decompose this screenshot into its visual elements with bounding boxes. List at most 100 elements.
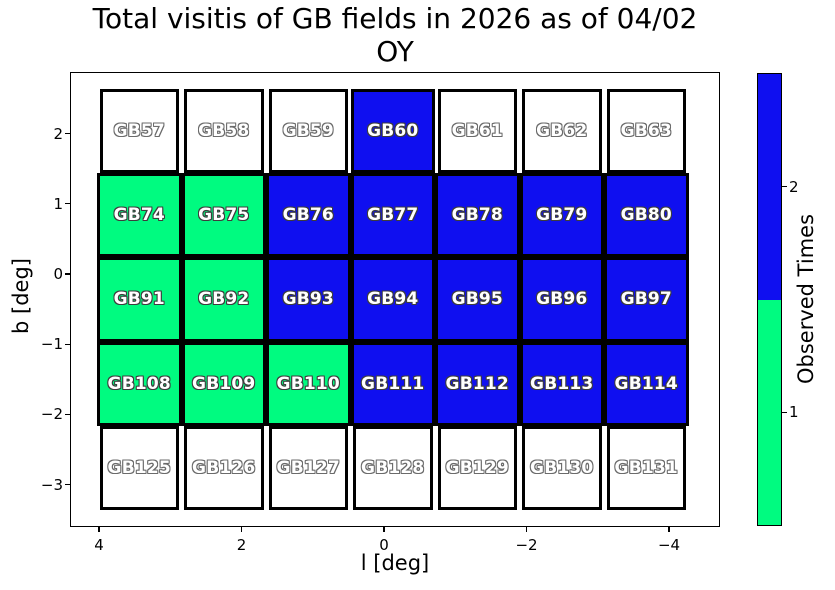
x-axis-label: l [deg] — [360, 551, 430, 575]
field-cell: GB113 — [519, 341, 604, 426]
y-tick-mark — [64, 343, 70, 345]
field-cell: GB126 — [184, 425, 264, 510]
field-cell: GB114 — [604, 341, 689, 426]
field-label: GB74 — [113, 205, 165, 226]
field-cell: GB60 — [350, 89, 435, 174]
field-label: GB131 — [614, 457, 678, 478]
colorbar-label: Observed Times — [794, 213, 818, 385]
field-label: GB97 — [620, 289, 672, 310]
colorbar-tick-label: 2 — [789, 177, 799, 196]
field-cell: GB95 — [435, 257, 520, 342]
field-cell: GB94 — [350, 257, 435, 342]
field-label: GB78 — [451, 205, 503, 226]
colorbar-blue-segment — [758, 74, 781, 300]
field-label: GB60 — [367, 121, 419, 142]
field-label: GB127 — [276, 457, 340, 478]
y-tick-label: −3 — [40, 475, 63, 494]
field-label: GB111 — [361, 373, 425, 394]
field-label: GB128 — [361, 457, 425, 478]
field-cell: GB74 — [97, 173, 182, 258]
x-tick-label: −4 — [657, 536, 681, 554]
field-cell: GB76 — [266, 173, 351, 258]
field-cell: GB97 — [604, 257, 689, 342]
field-label: GB58 — [198, 121, 250, 142]
colorbar-tick-mark — [782, 411, 788, 413]
field-cell: GB96 — [519, 257, 604, 342]
colorbar-tick-mark — [782, 186, 788, 188]
y-tick-label: −1 — [40, 335, 63, 354]
field-cell: GB62 — [522, 89, 602, 174]
field-cell: GB61 — [437, 89, 517, 174]
y-tick-label: 2 — [53, 124, 63, 143]
field-label: GB109 — [192, 373, 256, 394]
field-label: GB75 — [198, 205, 250, 226]
x-tick-mark — [240, 526, 243, 532]
field-label: GB125 — [107, 457, 171, 478]
field-cell: GB59 — [268, 89, 348, 174]
y-tick-label: −2 — [40, 405, 63, 424]
field-cell: GB131 — [606, 425, 686, 510]
field-cell: GB108 — [97, 341, 182, 426]
x-tick-mark — [383, 526, 385, 532]
field-cell: GB110 — [266, 341, 351, 426]
colorbar-tick-label: 1 — [789, 403, 799, 422]
field-label: GB110 — [276, 373, 340, 394]
field-cell: GB112 — [435, 341, 520, 426]
field-cell: GB78 — [435, 173, 520, 258]
field-label: GB62 — [536, 121, 588, 142]
field-cell: GB77 — [350, 173, 435, 258]
chart-title-line1: Total visitis of GB fields in 2026 as of… — [92, 2, 698, 35]
field-cell: GB91 — [97, 257, 182, 342]
field-label: GB80 — [620, 205, 672, 226]
field-cell: GB80 — [604, 173, 689, 258]
y-tick-mark — [64, 203, 70, 205]
field-label: GB79 — [536, 205, 588, 226]
field-label: GB126 — [192, 457, 256, 478]
y-tick-mark — [64, 483, 70, 486]
field-cell: GB127 — [268, 425, 348, 510]
field-label: GB61 — [451, 121, 503, 142]
x-tick-mark — [668, 526, 670, 532]
field-cell: GB63 — [606, 89, 686, 174]
field-label: GB96 — [536, 289, 588, 310]
y-tick-label: 1 — [53, 194, 63, 213]
field-cell: GB79 — [519, 173, 604, 258]
field-label: GB114 — [614, 373, 678, 394]
x-tick-label: −2 — [515, 536, 538, 554]
field-cell: GB58 — [184, 89, 264, 174]
field-label: GB129 — [445, 457, 509, 478]
field-label: GB93 — [282, 289, 334, 310]
field-cell: GB93 — [266, 257, 351, 342]
field-label: GB92 — [198, 289, 250, 310]
x-tick-mark — [98, 526, 100, 532]
field-cell: GB129 — [437, 425, 517, 510]
field-label: GB59 — [282, 121, 334, 142]
field-cell: GB111 — [350, 341, 435, 426]
field-label: GB95 — [451, 289, 503, 310]
field-cell: GB130 — [522, 425, 602, 510]
y-tick-mark — [64, 132, 70, 135]
x-tick-mark — [525, 526, 528, 532]
y-axis-label: b [deg] — [9, 258, 33, 334]
field-label: GB112 — [445, 373, 509, 394]
colorbar-green-segment — [758, 299, 781, 525]
field-label: GB77 — [367, 205, 419, 226]
field-label: GB108 — [107, 373, 171, 394]
chart-title: Total visitis of GB fields in 2026 as of… — [70, 2, 720, 68]
field-label: GB130 — [530, 457, 594, 478]
field-label: GB63 — [620, 121, 672, 142]
field-label: GB94 — [367, 289, 419, 310]
y-tick-mark — [64, 273, 70, 275]
field-cell: GB57 — [99, 89, 179, 174]
field-label: GB57 — [113, 121, 165, 142]
field-cell: GB92 — [181, 257, 266, 342]
y-tick-mark — [64, 413, 70, 416]
field-cell: GB128 — [353, 425, 433, 510]
field-cell: GB109 — [181, 341, 266, 426]
plot-area: GB57 GB58 GB59 GB60 GB61 GB62 GB63 GB74 GB75 GB76… — [41, 72, 720, 554]
x-tick-label: 0 — [379, 536, 389, 554]
x-tick-label: 4 — [94, 536, 104, 554]
chart-title-line2: OY — [376, 35, 414, 68]
